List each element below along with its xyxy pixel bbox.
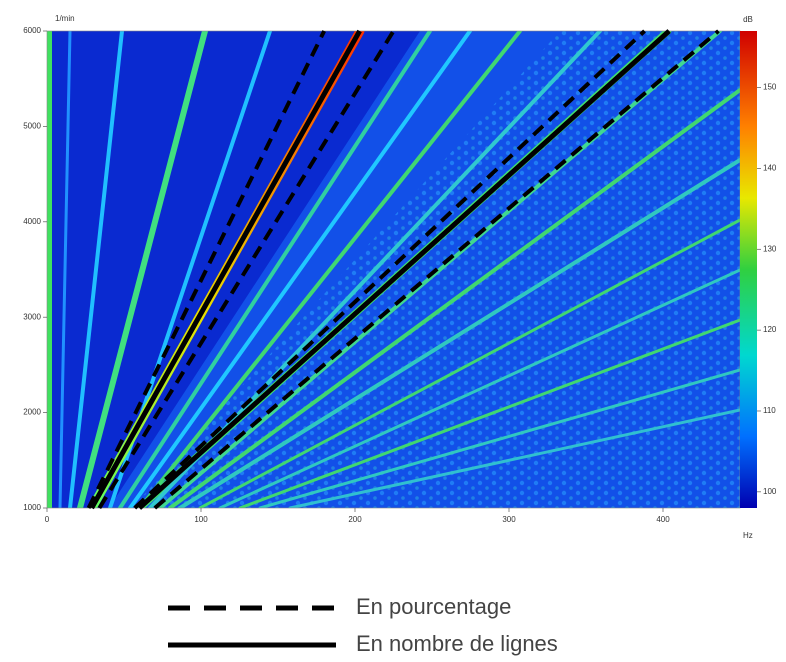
colorbar	[740, 31, 757, 508]
y-tick-label: 6000	[23, 26, 41, 35]
colorbar-tick-label: 140	[763, 164, 777, 173]
x-tick-label: 300	[502, 515, 516, 524]
order-line	[89, 29, 362, 510]
x-tick-label: 400	[656, 515, 670, 524]
order-line	[153, 29, 720, 510]
colorbar-tick-label: 130	[763, 244, 777, 253]
legend-label: En nombre de lignes	[356, 631, 558, 656]
y-axis-label: 1/min	[55, 14, 75, 23]
spectrogram	[47, 31, 740, 508]
y-tick-label: 5000	[23, 122, 41, 131]
colorbar-tick-label: 150	[763, 83, 777, 92]
x-axis-label: Hz	[743, 531, 753, 540]
order-line	[97, 29, 396, 510]
x-tick-label: 100	[194, 515, 208, 524]
order-line	[137, 29, 671, 510]
x-tick-label: 0	[45, 515, 50, 524]
order-line	[133, 29, 646, 510]
legend-label: En pourcentage	[356, 594, 511, 619]
legend: En pourcentage En nombre de lignes	[168, 594, 558, 656]
y-tick-label: 2000	[23, 408, 41, 417]
order-line	[86, 30, 326, 509]
colorbar-tick-label: 100	[763, 487, 777, 496]
y-tick-label: 4000	[23, 217, 41, 226]
colorbar-title: dB	[743, 15, 753, 24]
colorbar-tick-label: 110	[763, 406, 776, 415]
y-tick-label: 3000	[23, 312, 41, 321]
y-tick-label: 1000	[23, 503, 41, 512]
colorbar-tick-label: 120	[763, 325, 777, 334]
x-tick-label: 200	[348, 515, 362, 524]
